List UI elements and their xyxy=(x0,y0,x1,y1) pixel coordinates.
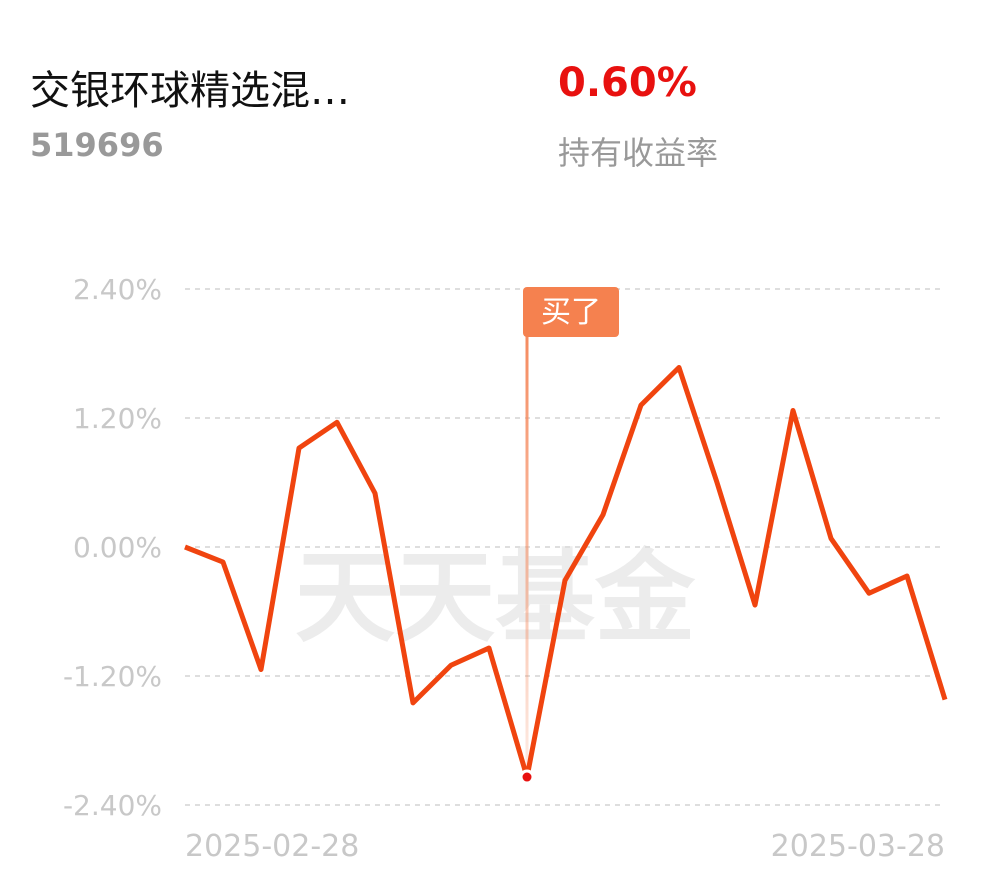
buy-marker-label: 买了 xyxy=(541,295,601,330)
x-tick-label: 2025-02-28 xyxy=(185,829,359,864)
y-tick-label: 0.00% xyxy=(73,531,162,564)
return-label: 持有收益率 xyxy=(558,134,719,172)
y-tick-label: -2.40% xyxy=(63,789,162,822)
y-tick-label: -1.20% xyxy=(63,660,162,693)
return-value: 0.60% xyxy=(558,60,697,106)
watermark: 天天基金 xyxy=(295,539,696,656)
y-tick-label: 1.20% xyxy=(73,402,162,435)
y-tick-label: 2.40% xyxy=(73,273,162,306)
buy-point xyxy=(519,769,535,785)
x-tick-label: 2025-03-28 xyxy=(771,829,945,864)
fund-code: 519696 xyxy=(30,126,164,164)
series-line xyxy=(184,364,948,780)
buy-marker-line xyxy=(525,330,529,778)
buy-marker-box xyxy=(523,287,619,337)
fund-name[interactable]: 交银环球精选混… xyxy=(30,68,350,114)
